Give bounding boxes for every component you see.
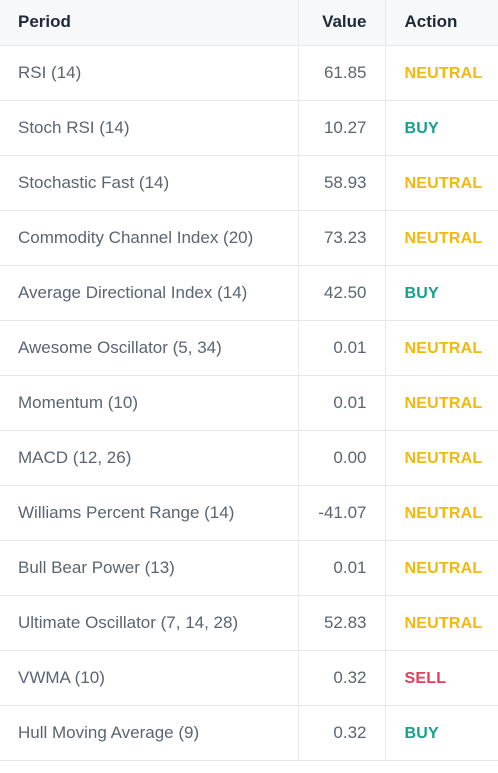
indicator-value: 0.32 <box>297 650 386 706</box>
indicator-name: Williams Percent Range (14) <box>0 485 298 541</box>
action-cell: NEUTRAL <box>385 540 498 596</box>
indicator-value: 61.85 <box>297 45 386 101</box>
action-badge-buy: BUY <box>404 724 439 742</box>
table-row[interactable]: Williams Percent Range (14) -41.07 NEUTRAL <box>0 485 498 541</box>
table-row[interactable]: Awesome Oscillator (5, 34) 0.01 NEUTRAL <box>0 320 498 376</box>
action-badge-neutral: NEUTRAL <box>404 339 483 357</box>
indicator-value: 42.50 <box>297 265 386 321</box>
action-cell: NEUTRAL <box>385 320 498 376</box>
action-cell: NEUTRAL <box>385 45 498 101</box>
indicator-value: 0.01 <box>297 375 386 431</box>
indicator-name: Awesome Oscillator (5, 34) <box>0 320 298 376</box>
action-badge-buy: BUY <box>404 284 439 302</box>
table-row[interactable]: Bull Bear Power (13) 0.01 NEUTRAL <box>0 540 498 596</box>
indicator-value: 58.93 <box>297 155 386 211</box>
action-badge-neutral: NEUTRAL <box>404 394 483 412</box>
action-badge-neutral: NEUTRAL <box>404 559 483 577</box>
table-header-row: Period Value Action <box>0 0 498 46</box>
indicator-value: 73.23 <box>297 210 386 266</box>
table-row[interactable]: Stoch RSI (14) 10.27 BUY <box>0 100 498 156</box>
action-cell: NEUTRAL <box>385 155 498 211</box>
table-row[interactable]: VWMA (10) 0.32 SELL <box>0 650 498 706</box>
action-cell: NEUTRAL <box>385 210 498 266</box>
action-badge-neutral: NEUTRAL <box>404 449 483 467</box>
action-badge-neutral: NEUTRAL <box>404 174 483 192</box>
action-badge-neutral: NEUTRAL <box>404 504 483 522</box>
table-row[interactable]: Hull Moving Average (9) 0.32 BUY <box>0 705 498 761</box>
indicator-value: -41.07 <box>297 485 386 541</box>
indicator-value: 0.01 <box>297 540 386 596</box>
table-row[interactable]: MACD (12, 26) 0.00 NEUTRAL <box>0 430 498 486</box>
action-cell: BUY <box>385 100 498 156</box>
indicator-name: Momentum (10) <box>0 375 298 431</box>
indicator-name: Ultimate Oscillator (7, 14, 28) <box>0 595 298 651</box>
table-row[interactable]: Average Directional Index (14) 42.50 BUY <box>0 265 498 321</box>
action-badge-sell: SELL <box>404 669 447 687</box>
indicator-value: 0.00 <box>297 430 386 486</box>
indicator-name: Stochastic Fast (14) <box>0 155 298 211</box>
indicator-value: 10.27 <box>297 100 386 156</box>
action-cell: NEUTRAL <box>385 375 498 431</box>
indicator-name: VWMA (10) <box>0 650 298 706</box>
table-row[interactable]: Stochastic Fast (14) 58.93 NEUTRAL <box>0 155 498 211</box>
indicator-name: Stoch RSI (14) <box>0 100 298 156</box>
indicator-name: MACD (12, 26) <box>0 430 298 486</box>
table-row[interactable]: Momentum (10) 0.01 NEUTRAL <box>0 375 498 431</box>
indicator-value: 0.32 <box>297 705 386 761</box>
action-badge-neutral: NEUTRAL <box>404 64 483 82</box>
table-row[interactable]: RSI (14) 61.85 NEUTRAL <box>0 45 498 101</box>
table-row[interactable]: Ultimate Oscillator (7, 14, 28) 52.83 NEUT… <box>0 595 498 651</box>
action-cell: BUY <box>385 705 498 761</box>
indicator-name: RSI (14) <box>0 45 298 101</box>
column-header-action[interactable]: Action <box>385 0 498 46</box>
column-header-period[interactable]: Period <box>0 0 298 46</box>
indicator-name: Hull Moving Average (9) <box>0 705 298 761</box>
action-cell: NEUTRAL <box>385 485 498 541</box>
table-row[interactable]: Commodity Channel Index (20) 73.23 NEUTRAL <box>0 210 498 266</box>
action-cell: NEUTRAL <box>385 430 498 486</box>
indicator-name: Average Directional Index (14) <box>0 265 298 321</box>
action-badge-buy: BUY <box>404 119 439 137</box>
action-cell: BUY <box>385 265 498 321</box>
indicator-value: 52.83 <box>297 595 386 651</box>
action-badge-neutral: NEUTRAL <box>404 229 483 247</box>
indicator-name: Commodity Channel Index (20) <box>0 210 298 266</box>
action-cell: SELL <box>385 650 498 706</box>
indicator-value: 0.01 <box>297 320 386 376</box>
column-header-value[interactable]: Value <box>297 0 386 46</box>
action-cell: NEUTRAL <box>385 595 498 651</box>
indicator-name: Bull Bear Power (13) <box>0 540 298 596</box>
action-badge-neutral: NEUTRAL <box>404 614 483 632</box>
